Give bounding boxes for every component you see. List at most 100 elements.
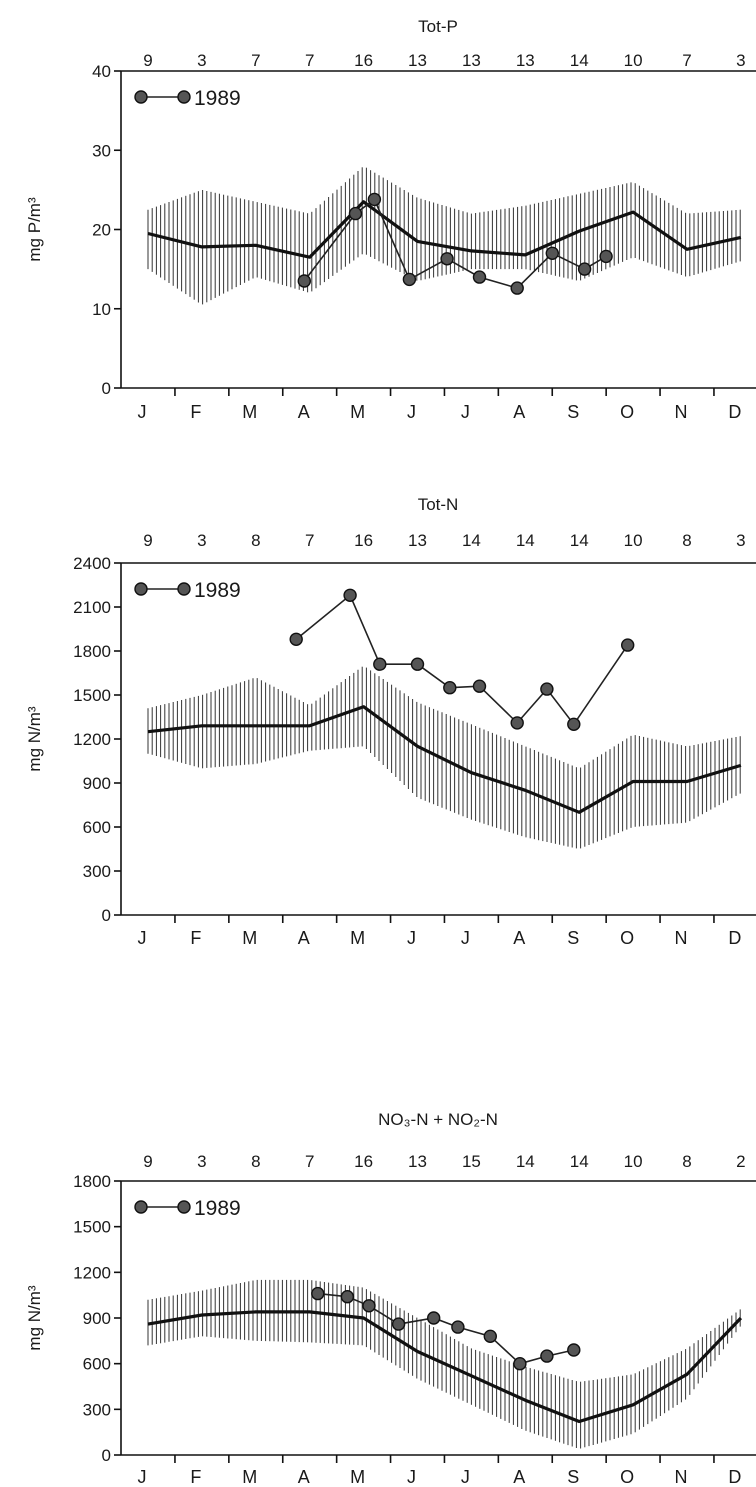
y-tick-label: 30	[92, 141, 111, 160]
month-label: N	[675, 1467, 688, 1487]
legend-label: 1989	[194, 87, 241, 110]
chart-1: Tot-P 0 10 20 30 40 mg P/m³ J F M A M J J A S O N D 9 3 7 7 16 1…	[25, 17, 756, 422]
series-1989-point	[472, 270, 487, 284]
variance-band	[147, 167, 741, 305]
series-1989-point	[373, 657, 387, 671]
mean-line	[147, 1310, 743, 1424]
month-label: A	[513, 1467, 525, 1487]
y-tick-label: 300	[83, 1400, 111, 1419]
month-label: M	[350, 928, 365, 948]
month-label: J	[461, 1467, 470, 1487]
sample-count-label: 10	[624, 51, 643, 70]
sample-count-label: 9	[143, 531, 152, 550]
y-tick-label: 0	[102, 906, 111, 925]
series-1989-point	[510, 716, 524, 730]
series-1989-point	[391, 1317, 406, 1331]
month-label: J	[407, 1467, 416, 1487]
series-1989-point	[540, 682, 554, 696]
month-label: J	[461, 928, 470, 948]
sample-count-label: 3	[197, 1152, 206, 1171]
month-label: D	[728, 1467, 741, 1487]
y-tick-label: 2100	[73, 598, 111, 617]
month-label: J	[138, 402, 147, 422]
month-label: M	[242, 1467, 257, 1487]
legend-marker	[177, 90, 191, 104]
sample-count-label: 3	[197, 51, 206, 70]
sample-count-label: 14	[462, 531, 481, 550]
sample-count-label: 13	[408, 1152, 427, 1171]
month-label: M	[350, 1467, 365, 1487]
series-1989-point	[443, 681, 457, 695]
mean-line	[147, 200, 742, 259]
legend-marker	[134, 90, 148, 104]
sample-count-label: 14	[570, 531, 589, 550]
series-1989-point	[472, 679, 487, 693]
month-label: S	[567, 402, 579, 422]
sample-count-label: 13	[408, 531, 427, 550]
month-label: F	[190, 402, 201, 422]
series-1989-point	[311, 1286, 325, 1301]
series-1989-point	[289, 632, 303, 646]
month-label: J	[138, 1467, 147, 1487]
sample-count-label: 14	[516, 1152, 535, 1171]
sample-count-label: 8	[682, 531, 691, 550]
y-tick-label: 900	[83, 774, 111, 793]
sample-count-label: 13	[408, 51, 427, 70]
series-1989-point	[427, 1311, 441, 1325]
chart-3: NO₃-N + NO₂-N 0 300 600 900 1200 1500 1800 mg N/…	[25, 1110, 756, 1487]
series-1989-point	[577, 262, 592, 276]
series-1989-point	[410, 657, 425, 671]
series-1989-point	[483, 1329, 497, 1344]
series-1989-point	[402, 272, 417, 287]
series-1989-point	[540, 1349, 554, 1363]
sample-count-label: 9	[143, 1152, 152, 1171]
month-label: A	[298, 1467, 310, 1487]
y-tick-label: 10	[92, 300, 111, 319]
chart-title: Tot-P	[418, 17, 458, 36]
y-tick-label: 900	[83, 1309, 111, 1328]
series-1989-point	[451, 1320, 465, 1334]
series-1989-point	[510, 281, 524, 295]
y-axis-label: mg P/m³	[25, 197, 44, 262]
sample-count-label: 16	[354, 1152, 373, 1171]
y-tick-label: 40	[92, 62, 111, 81]
series-1989-point	[340, 1289, 355, 1304]
sample-count-label: 7	[305, 1152, 314, 1171]
chart-title: NO₃-N + NO₂-N	[378, 1110, 498, 1129]
month-label: O	[620, 402, 634, 422]
series-1989-point	[440, 252, 454, 266]
month-label: M	[350, 402, 365, 422]
sample-count-label: 7	[251, 51, 260, 70]
month-label: A	[513, 402, 525, 422]
y-tick-label: 1800	[73, 1172, 111, 1191]
month-label: A	[298, 402, 310, 422]
series-1989-line	[295, 594, 629, 726]
y-tick-label: 1200	[73, 1263, 111, 1282]
month-label: D	[728, 402, 741, 422]
series-1989-point	[348, 206, 363, 221]
month-label: J	[407, 402, 416, 422]
sample-count-label: 3	[736, 531, 745, 550]
month-label: D	[728, 928, 741, 948]
sample-count-label: 13	[516, 51, 535, 70]
sample-count-label: 10	[624, 1152, 643, 1171]
series-1989-point	[513, 1356, 527, 1371]
month-label: N	[675, 402, 688, 422]
sample-count-label: 3	[197, 531, 206, 550]
y-tick-label: 1500	[73, 686, 111, 705]
month-label: N	[675, 928, 688, 948]
month-label: J	[461, 402, 470, 422]
y-tick-label: 20	[92, 221, 111, 240]
sample-count-label: 13	[462, 51, 481, 70]
y-tick-label: 600	[83, 818, 111, 837]
month-label: F	[190, 928, 201, 948]
sample-count-label: 15	[462, 1152, 481, 1171]
series-1989-line	[317, 1292, 574, 1365]
month-label: A	[513, 928, 525, 948]
month-label: O	[620, 1467, 634, 1487]
sample-count-label: 14	[570, 1152, 589, 1171]
series-1989-point	[567, 717, 581, 731]
legend-marker	[177, 1200, 191, 1214]
month-label: J	[138, 928, 147, 948]
month-label: F	[190, 1467, 201, 1487]
